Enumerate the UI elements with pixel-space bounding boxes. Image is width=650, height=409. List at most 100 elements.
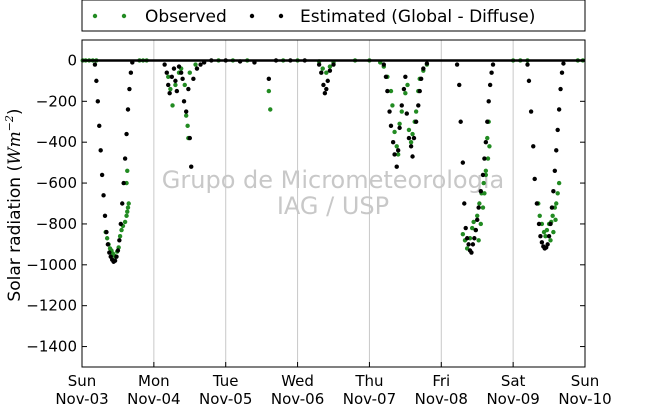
estimated-point (561, 61, 566, 66)
observed-point (182, 82, 187, 88)
estimated-point (397, 125, 402, 131)
estimated-point (486, 99, 491, 104)
observed-point (551, 229, 556, 235)
estimated-point (399, 103, 404, 108)
observed-point (187, 70, 192, 75)
x-tick-label-date: Nov-03 (55, 390, 108, 408)
estimated-point (532, 176, 537, 182)
observed-point (475, 213, 480, 218)
estimated-point (417, 88, 422, 94)
estimated-point (118, 221, 124, 227)
estimated-point (546, 234, 552, 239)
estimated-point (321, 82, 326, 88)
x-tick-label-day: Sun (68, 372, 97, 390)
x-tick-label-day: Tue (212, 372, 239, 390)
observed-point (399, 109, 404, 114)
observed-point (555, 191, 560, 196)
observed-point (480, 205, 486, 210)
estimated-point (487, 82, 493, 88)
y-tick-label: −400 (36, 133, 77, 151)
estimated-point (107, 250, 112, 255)
x-tick-label-day: Sat (501, 372, 526, 390)
estimated-point (324, 86, 329, 92)
estimated-point (454, 62, 460, 67)
estimated-point (472, 236, 477, 241)
estimated-point (460, 160, 466, 165)
observed-point (125, 168, 130, 173)
estimated-point (266, 76, 272, 82)
observed-point (543, 234, 548, 239)
observed-point (482, 191, 487, 196)
observed-point (460, 231, 466, 237)
x-tick-label-date: Nov-10 (558, 390, 611, 408)
estimated-point (385, 88, 390, 94)
estimated-point (387, 109, 392, 114)
estimated-point (167, 90, 172, 96)
observed-point (471, 219, 476, 225)
observed-point (125, 205, 131, 210)
estimated-point (105, 242, 111, 247)
data-points (80, 58, 586, 264)
estimated-point (549, 205, 555, 210)
estimated-point (319, 70, 324, 75)
y-axis-label: Solar radiation (Wm−2) (3, 108, 25, 301)
estimated-point (322, 90, 328, 96)
estimated-point (404, 111, 409, 116)
x-tick-label-date: Nov-08 (415, 390, 468, 408)
observed-point (173, 82, 178, 88)
observed-point (122, 219, 128, 225)
y-tick-label: −1400 (26, 338, 77, 356)
observed-point (183, 113, 189, 118)
estimated-point (475, 217, 480, 223)
legend: Observed Estimated (Global - Diffuse) (81, 0, 586, 32)
estimated-point (183, 109, 189, 114)
x-tick-label-day: Wed (281, 372, 314, 390)
estimated-point (162, 62, 167, 67)
observed-point (320, 66, 325, 71)
estimated-point (406, 135, 412, 141)
estimated-point (173, 78, 178, 84)
x-axis: SunNov-03MonNov-04TueNov-05WedNov-06ThuN… (55, 362, 612, 408)
estimated-point (470, 242, 476, 247)
axes-frame (81, 39, 586, 368)
estimated-point (99, 172, 105, 178)
estimated-point (485, 119, 490, 124)
observed-point (168, 86, 173, 92)
estimated-point (539, 240, 545, 245)
estimated-point (403, 74, 408, 79)
observed-point (170, 103, 175, 108)
estimated-point (469, 250, 474, 255)
x-tick-label-day: Mon (138, 372, 170, 390)
y-axis: 0 −200 −400 −600 −800 −1000 −1200 −1400 (26, 51, 585, 356)
estimated-point (325, 78, 330, 84)
estimated-point (526, 78, 532, 84)
estimated-point (394, 164, 399, 169)
estimated-point (525, 62, 530, 67)
estimated-point (127, 86, 132, 92)
estimated-point (388, 123, 394, 129)
estimated-point (462, 201, 467, 206)
estimated-point (92, 62, 98, 67)
legend-estimated-marker-2 (278, 13, 284, 19)
watermark-line-1: Grupo de Micrometeorologia (162, 166, 504, 194)
estimated-point (117, 238, 122, 243)
observed-point (126, 201, 131, 206)
observed-point (266, 88, 272, 94)
estimated-point (489, 70, 494, 75)
estimated-point (466, 242, 471, 247)
observed-point (483, 168, 489, 173)
legend-observed-marker-2 (121, 13, 127, 19)
estimated-point (536, 221, 542, 227)
y-axis-label-unit: Wm (5, 131, 25, 165)
observed-point (125, 209, 130, 214)
estimated-point (102, 213, 108, 218)
estimated-point (531, 144, 536, 149)
estimated-point (559, 70, 565, 75)
observed-point (553, 217, 558, 223)
estimated-point (413, 119, 419, 124)
grid-lines (153, 40, 514, 367)
estimated-point (390, 139, 396, 145)
estimated-point (171, 66, 177, 71)
estimated-point (528, 109, 534, 114)
observed-point (406, 127, 412, 133)
